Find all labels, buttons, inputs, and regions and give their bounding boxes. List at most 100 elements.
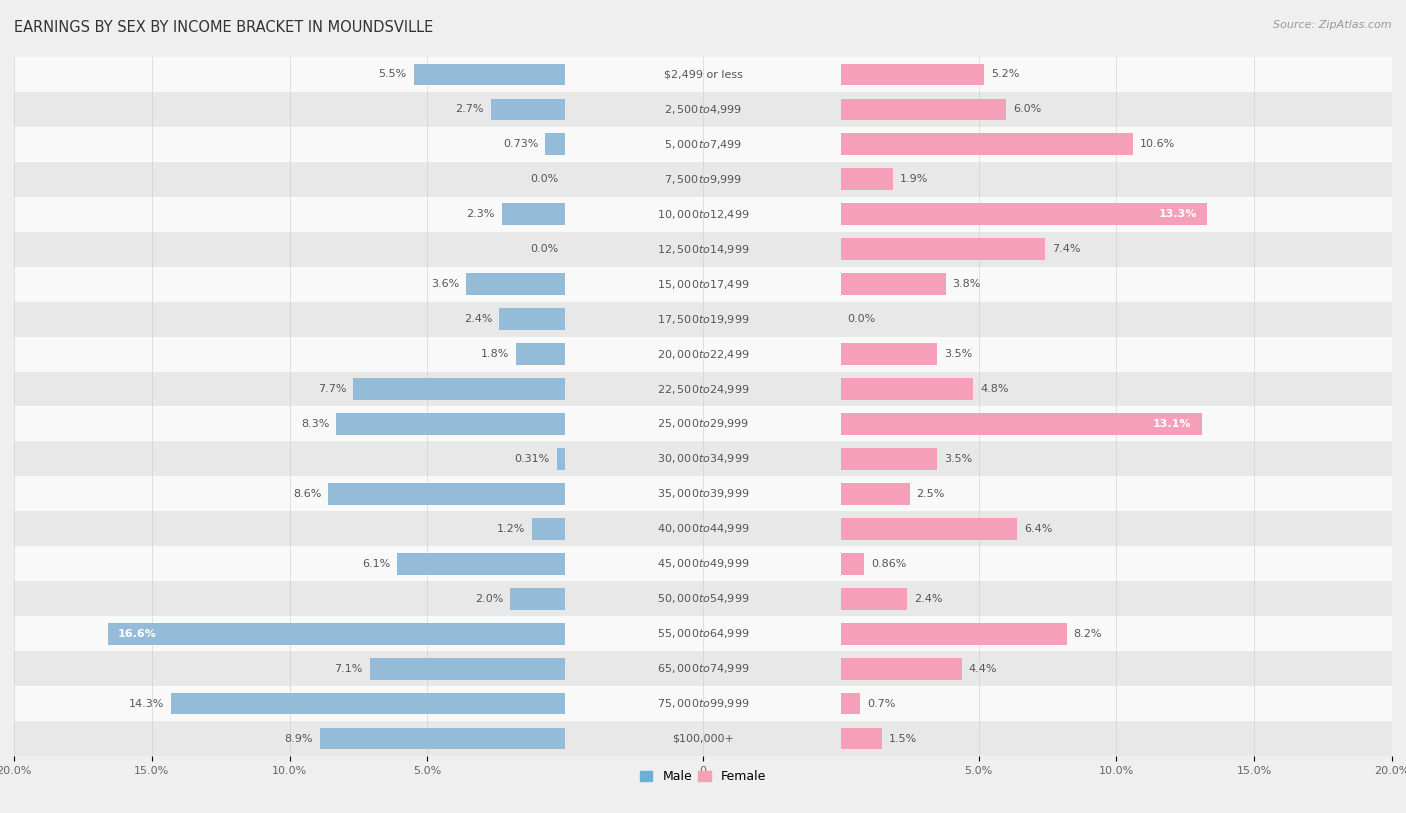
Text: $17,500 to $19,999: $17,500 to $19,999 [657,313,749,325]
Text: 7.1%: 7.1% [335,663,363,674]
Bar [14,92,1392,127]
Text: 6.4%: 6.4% [1024,524,1053,534]
Text: 2.0%: 2.0% [475,593,503,604]
Bar [370,658,565,680]
Text: 3.5%: 3.5% [945,349,973,359]
Bar [841,203,1208,225]
Bar [172,693,565,715]
Bar [396,553,565,575]
Text: 2.5%: 2.5% [917,489,945,499]
Bar [14,441,1392,476]
Text: 2.4%: 2.4% [464,314,492,324]
Text: $20,000 to $22,499: $20,000 to $22,499 [657,348,749,360]
Text: $100,000+: $100,000+ [672,733,734,744]
Text: 2.4%: 2.4% [914,593,942,604]
Bar [321,728,565,750]
Text: 0.7%: 0.7% [868,698,896,709]
Bar [841,553,865,575]
Bar [14,302,1392,337]
Text: 3.8%: 3.8% [952,279,981,289]
Text: 13.3%: 13.3% [1159,209,1197,220]
Text: 8.2%: 8.2% [1074,628,1102,639]
Text: 16.6%: 16.6% [118,628,157,639]
Text: $40,000 to $44,999: $40,000 to $44,999 [657,523,749,535]
Text: 0.0%: 0.0% [530,174,558,185]
Text: 4.4%: 4.4% [969,663,997,674]
Text: $75,000 to $99,999: $75,000 to $99,999 [657,698,749,710]
Text: 6.0%: 6.0% [1012,104,1042,115]
Bar [14,232,1392,267]
Bar [841,413,1202,435]
Bar [557,448,565,470]
Bar [413,63,565,85]
Bar [14,127,1392,162]
Text: 1.9%: 1.9% [900,174,928,185]
Text: 1.5%: 1.5% [889,733,917,744]
Text: $30,000 to $34,999: $30,000 to $34,999 [657,453,749,465]
Bar [841,588,907,610]
Bar [841,63,984,85]
Text: $2,499 or less: $2,499 or less [664,69,742,80]
Bar [841,168,893,190]
Text: 8.9%: 8.9% [284,733,314,744]
Bar [841,483,910,505]
Bar [336,413,565,435]
Bar [14,197,1392,232]
Bar [841,98,1007,120]
Text: $55,000 to $64,999: $55,000 to $64,999 [657,628,749,640]
Text: 5.2%: 5.2% [991,69,1019,80]
Text: 0.73%: 0.73% [503,139,538,150]
Text: $22,500 to $24,999: $22,500 to $24,999 [657,383,749,395]
Bar [14,406,1392,441]
Bar [465,273,565,295]
Text: 2.3%: 2.3% [467,209,495,220]
Text: 0.86%: 0.86% [872,559,907,569]
Text: $2,500 to $4,999: $2,500 to $4,999 [664,103,742,115]
Bar [108,623,565,645]
Bar [14,476,1392,511]
Bar [841,518,1017,540]
Bar [841,623,1067,645]
Bar [841,728,882,750]
Text: Source: ZipAtlas.com: Source: ZipAtlas.com [1274,20,1392,30]
Text: 7.7%: 7.7% [318,384,346,394]
Bar [14,372,1392,406]
Bar [499,308,565,330]
Text: $35,000 to $39,999: $35,000 to $39,999 [657,488,749,500]
Text: 6.1%: 6.1% [361,559,391,569]
Text: 2.7%: 2.7% [456,104,484,115]
Bar [841,378,973,400]
Text: 5.5%: 5.5% [378,69,406,80]
Text: $12,500 to $14,999: $12,500 to $14,999 [657,243,749,255]
Bar [14,57,1392,92]
Bar [516,343,565,365]
Text: 1.8%: 1.8% [481,349,509,359]
Bar [841,658,962,680]
Bar [353,378,565,400]
Text: $10,000 to $12,499: $10,000 to $12,499 [657,208,749,220]
Bar [491,98,565,120]
Text: 0.31%: 0.31% [515,454,550,464]
Text: 10.6%: 10.6% [1140,139,1175,150]
Legend: Male, Female: Male, Female [636,765,770,789]
Bar [841,343,938,365]
Text: 3.5%: 3.5% [945,454,973,464]
Bar [841,448,938,470]
Bar [14,651,1392,686]
Bar [502,203,565,225]
Text: EARNINGS BY SEX BY INCOME BRACKET IN MOUNDSVILLE: EARNINGS BY SEX BY INCOME BRACKET IN MOU… [14,20,433,35]
Bar [14,511,1392,546]
Bar [510,588,565,610]
Text: 1.2%: 1.2% [496,524,526,534]
Text: 0.0%: 0.0% [848,314,876,324]
Text: 8.3%: 8.3% [301,419,329,429]
Bar [531,518,565,540]
Bar [14,267,1392,302]
Text: $25,000 to $29,999: $25,000 to $29,999 [657,418,749,430]
Text: 7.4%: 7.4% [1052,244,1080,254]
Text: $50,000 to $54,999: $50,000 to $54,999 [657,593,749,605]
Bar [14,337,1392,372]
Bar [841,693,860,715]
Text: 4.8%: 4.8% [980,384,1008,394]
Text: 0.0%: 0.0% [530,244,558,254]
